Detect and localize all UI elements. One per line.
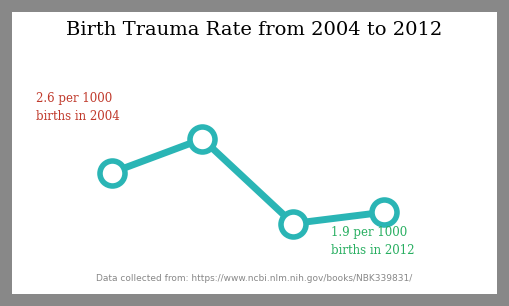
Text: Birth Trauma Rate from 2004 to 2012: Birth Trauma Rate from 2004 to 2012 bbox=[66, 21, 443, 39]
Text: 1.9 per 1000
births in 2012: 1.9 per 1000 births in 2012 bbox=[331, 226, 414, 257]
Text: 2.6 per 1000
births in 2004: 2.6 per 1000 births in 2004 bbox=[36, 92, 120, 123]
Text: Data collected from: https://www.ncbi.nlm.nih.gov/books/NBK339831/: Data collected from: https://www.ncbi.nl… bbox=[96, 274, 413, 283]
